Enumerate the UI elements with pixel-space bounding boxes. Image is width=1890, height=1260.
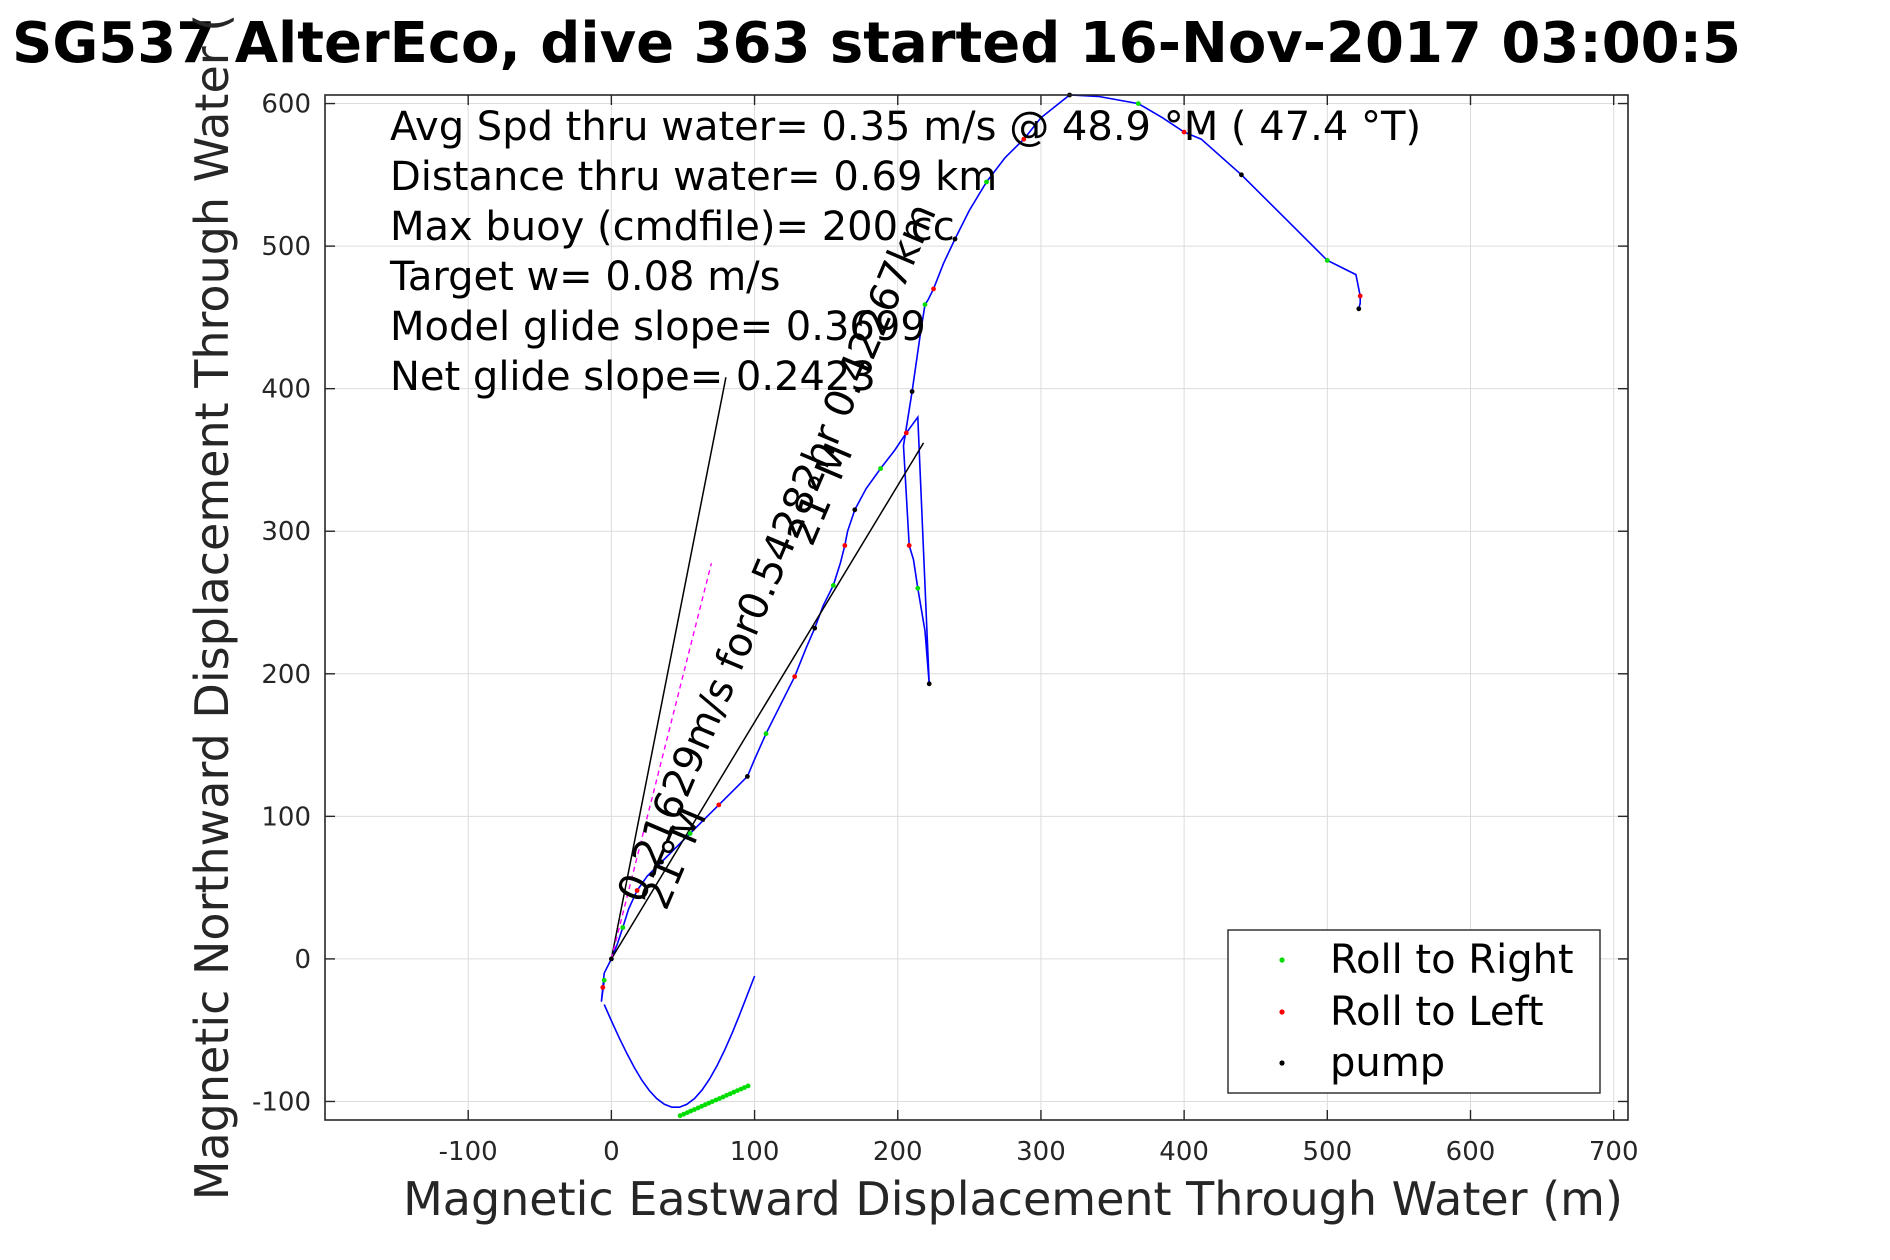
- roll-point: [745, 774, 750, 779]
- roll-point: [692, 1107, 697, 1112]
- y-tick-label: 100: [261, 802, 311, 832]
- roll-point: [724, 1092, 729, 1098]
- legend: Roll to Right Roll to Left pump: [1227, 929, 1601, 1094]
- roll-point: [681, 1111, 687, 1117]
- stat-line-3: Max buoy (cmdfile)= 200 cc: [390, 204, 955, 250]
- y-tick-label: 400: [261, 375, 311, 405]
- roll-point: [609, 956, 614, 962]
- roll-point: [1181, 129, 1187, 135]
- y-tick-label: -100: [252, 1087, 311, 1117]
- roll-point: [878, 466, 883, 471]
- stat-line-2: Distance thru water= 0.69 km: [390, 154, 997, 200]
- roll-point: [952, 236, 958, 242]
- y-tick-label: 300: [261, 517, 311, 547]
- y-tick-label: 200: [261, 660, 311, 690]
- x-tick-label: 100: [730, 1137, 780, 1167]
- roll-point: [903, 430, 909, 436]
- axis-ticks: -100 0 100 200 300 400 500 600 700 -100 0 100 200 300…: [252, 90, 1639, 1167]
- x-tick-label: -100: [439, 1137, 498, 1167]
- y-axis-label: Magnetic Northward Displacement Through …: [185, 14, 239, 1200]
- roll-point: [915, 585, 921, 591]
- roll-point: [763, 731, 769, 737]
- roll-point: [600, 985, 606, 990]
- roll-point: [984, 179, 989, 185]
- x-tick-label: 400: [1159, 1137, 1209, 1167]
- roll-point: [792, 674, 798, 679]
- roll-point: [931, 286, 936, 292]
- legend-marker-roll-left: [1279, 1009, 1285, 1015]
- roll-point: [1324, 258, 1330, 263]
- stat-line-1: Avg Spd thru water= 0.35 m/s @ 48.9 °M (…: [390, 104, 1421, 150]
- roll-point: [677, 1113, 683, 1119]
- roll-point: [1356, 306, 1362, 312]
- roll-point: [659, 859, 664, 865]
- chart-title: SG537 AlterEco, dive 363 started 16-Nov-…: [12, 11, 1741, 76]
- stat-line-4: Target w= 0.08 m/s: [389, 254, 780, 300]
- dive-track-arc: [603, 975, 756, 1108]
- roll-point: [634, 888, 640, 893]
- plot-frame: [324, 94, 1629, 1121]
- roll-point: [922, 302, 928, 307]
- legend-label-roll-right: Roll to Right: [1330, 937, 1574, 983]
- heading-line-1: [610, 377, 727, 960]
- x-tick-label: 500: [1302, 1137, 1352, 1167]
- roll-point: [695, 1105, 701, 1111]
- roll-point: [687, 831, 693, 836]
- roll-point: [812, 625, 818, 631]
- roll-point: [1239, 172, 1244, 178]
- roll-point: [735, 1088, 740, 1093]
- x-tick-label: 200: [873, 1137, 923, 1167]
- roll-point: [620, 925, 626, 930]
- legend-marker-roll-right: [1279, 957, 1285, 963]
- x-tick-label: 300: [1016, 1137, 1066, 1167]
- stats-block: Avg Spd thru water= 0.35 m/s @ 48.9 °M (…: [389, 104, 1421, 400]
- y-tick-label: 600: [261, 90, 311, 120]
- roll-point: [716, 802, 722, 808]
- legend-label-pump: pump: [1330, 1040, 1445, 1086]
- legend-box: [1227, 929, 1601, 1094]
- x-tick-label: 700: [1589, 1137, 1639, 1167]
- roll-point: [909, 389, 915, 394]
- roll-point: [745, 1083, 751, 1089]
- roll-points-layer: [600, 92, 1363, 1119]
- roll-point: [699, 1103, 704, 1109]
- roll-point: [852, 507, 858, 513]
- legend-label-roll-left: Roll to Left: [1330, 989, 1544, 1035]
- x-axis-label: Magnetic Eastward Displacement Through W…: [403, 1172, 1623, 1226]
- roll-point: [717, 1096, 722, 1101]
- roll-point: [906, 543, 912, 548]
- legend-marker-pump: [1279, 1060, 1285, 1066]
- x-tick-label: 0: [603, 1137, 620, 1167]
- roll-point: [713, 1097, 719, 1103]
- roll-point: [601, 977, 607, 983]
- roll-point: [742, 1085, 747, 1090]
- roll-point: [842, 543, 848, 548]
- roll-point: [727, 1091, 733, 1097]
- roll-point: [688, 1108, 694, 1114]
- stat-line-5: Model glide slope= 0.3699: [390, 304, 926, 350]
- roll-point: [706, 1100, 712, 1106]
- y-tick-label: 500: [261, 232, 311, 262]
- y-tick-label: 0: [294, 945, 311, 975]
- roll-point: [1021, 136, 1027, 142]
- x-tick-label: 600: [1446, 1137, 1496, 1167]
- heading-line-2: [610, 442, 925, 960]
- roll-point: [1357, 293, 1363, 299]
- roll-point: [830, 583, 836, 588]
- roll-point: [926, 681, 932, 687]
- stat-line-6: Net glide slope= 0.2423: [390, 354, 876, 400]
- roll-point: [1135, 101, 1141, 106]
- roll-point: [731, 1089, 737, 1095]
- roll-point: [709, 1099, 715, 1104]
